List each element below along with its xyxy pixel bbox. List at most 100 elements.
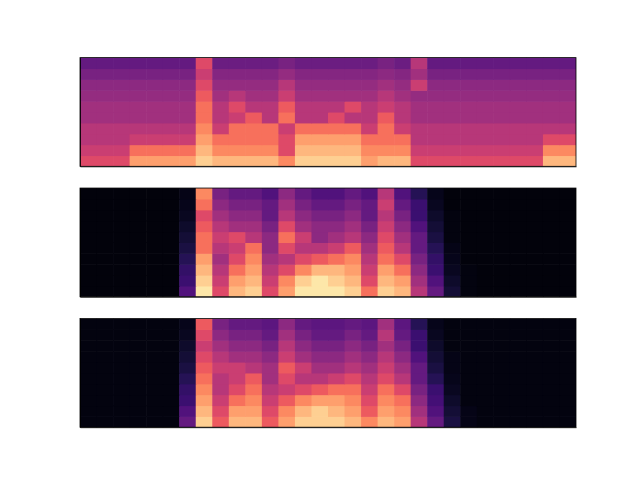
heatmap-cell <box>80 286 97 297</box>
heatmap-cell <box>543 351 560 362</box>
heatmap-cell <box>311 340 328 351</box>
heatmap-cell <box>411 112 428 123</box>
heatmap-cell <box>295 210 312 221</box>
heatmap-cell <box>427 384 444 395</box>
heatmap-cell <box>526 351 543 362</box>
heatmap-cell <box>229 286 246 297</box>
heatmap-cell <box>146 286 163 297</box>
heatmap-cell <box>229 155 246 166</box>
heatmap-cell <box>361 210 378 221</box>
heatmap-cell <box>378 123 395 134</box>
heatmap-cell <box>163 221 180 232</box>
heatmap-cell <box>229 242 246 253</box>
heatmap-cell <box>394 188 411 199</box>
heatmap-cell <box>146 405 163 416</box>
heatmap-cell <box>460 318 477 329</box>
heatmap-cell <box>460 145 477 156</box>
heatmap-cell <box>378 416 395 427</box>
heatmap-cell <box>460 264 477 275</box>
heatmap-cell <box>163 112 180 123</box>
heatmap-cell <box>493 210 510 221</box>
heatmap-cell <box>559 275 576 286</box>
heatmap-cell <box>460 384 477 395</box>
heatmap-cell <box>394 362 411 373</box>
heatmap-cell <box>80 405 97 416</box>
heatmap-cell <box>97 340 114 351</box>
heatmap-cell <box>179 362 196 373</box>
heatmap-cell <box>245 79 262 90</box>
heatmap-cell <box>146 329 163 340</box>
heatmap-cell <box>245 210 262 221</box>
heatmap-cell <box>526 58 543 69</box>
heatmap-cell <box>245 395 262 406</box>
heatmap-cell <box>130 155 147 166</box>
heatmap-cell <box>163 384 180 395</box>
heatmap-cell <box>543 68 560 79</box>
heatmap-cells <box>80 58 576 167</box>
heatmap-cell <box>80 58 97 69</box>
heatmap-cell <box>295 232 312 243</box>
heatmap-cell <box>477 210 494 221</box>
heatmap-cell <box>113 145 130 156</box>
heatmap-cell <box>526 329 543 340</box>
heatmap-cell <box>444 210 461 221</box>
heatmap-cell <box>427 318 444 329</box>
heatmap-cell <box>543 188 560 199</box>
heatmap-cell <box>328 351 345 362</box>
heatmap-cell <box>80 232 97 243</box>
heatmap-cell <box>460 351 477 362</box>
heatmap-cell <box>411 188 428 199</box>
heatmap-cell <box>460 101 477 112</box>
heatmap-cell <box>295 134 312 145</box>
heatmap-cell <box>179 112 196 123</box>
heatmap-cell <box>526 405 543 416</box>
heatmap-cell <box>328 362 345 373</box>
heatmap-cell <box>460 210 477 221</box>
heatmap-cell <box>378 242 395 253</box>
heatmap-cell <box>394 384 411 395</box>
heatmap-cell <box>559 145 576 156</box>
heatmap-cell <box>196 329 213 340</box>
heatmap-cell <box>179 199 196 210</box>
heatmap-cell <box>411 68 428 79</box>
heatmap-cell <box>146 101 163 112</box>
heatmap-cell <box>229 373 246 384</box>
heatmap-cell <box>543 242 560 253</box>
heatmap-cell <box>510 155 527 166</box>
heatmap-cell <box>212 384 229 395</box>
heatmap-cell <box>130 275 147 286</box>
heatmap-cell <box>278 134 295 145</box>
heatmap-cell <box>328 210 345 221</box>
heatmap-cell <box>196 373 213 384</box>
heatmap-cell <box>411 145 428 156</box>
heatmap-cell <box>97 242 114 253</box>
heatmap-cell <box>245 384 262 395</box>
heatmap-cell <box>543 384 560 395</box>
heatmap-cell <box>427 232 444 243</box>
heatmap-cell <box>245 134 262 145</box>
heatmap-cell <box>328 329 345 340</box>
heatmap-cell <box>543 395 560 406</box>
heatmap-cell <box>295 395 312 406</box>
heatmap-cell <box>477 79 494 90</box>
heatmap-cell <box>295 373 312 384</box>
heatmap-cell <box>378 58 395 69</box>
heatmap-cell <box>477 155 494 166</box>
heatmap-cell <box>295 329 312 340</box>
heatmap-cell <box>229 210 246 221</box>
heatmap-cell <box>262 90 279 101</box>
heatmap-cell <box>460 79 477 90</box>
heatmap-cell <box>411 123 428 134</box>
heatmap-cell <box>361 134 378 145</box>
heatmap-cell <box>245 188 262 199</box>
heatmap-cell <box>361 286 378 297</box>
heatmap-cell <box>146 340 163 351</box>
heatmap-cell <box>411 416 428 427</box>
heatmap-cell <box>411 58 428 69</box>
heatmap-cell <box>113 264 130 275</box>
heatmap-cell <box>411 275 428 286</box>
heatmap-cell <box>378 134 395 145</box>
heatmap-cell <box>146 362 163 373</box>
heatmap-cell <box>526 210 543 221</box>
heatmap-cell <box>559 199 576 210</box>
